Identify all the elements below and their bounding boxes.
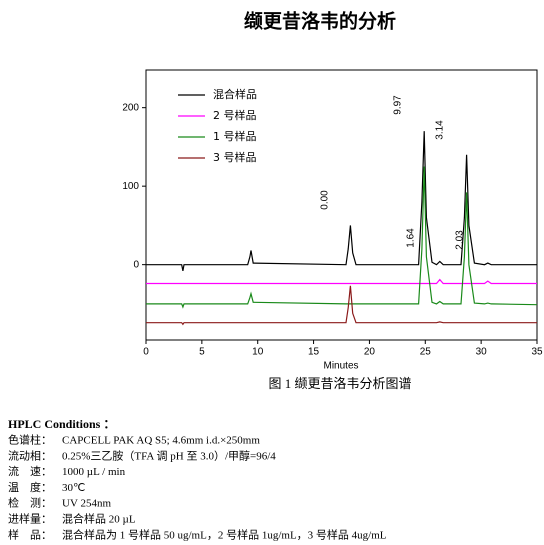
conditions-title: HPLC Conditions ：: [8, 417, 115, 431]
x-tick-label: 25: [420, 347, 432, 358]
peak-annotation: 3.14: [435, 120, 446, 140]
trace: [146, 166, 538, 309]
condition-value: 30℃: [62, 482, 85, 494]
peak-annotation: 1.64: [406, 228, 417, 248]
legend-label: 1 号样品: [213, 129, 257, 143]
legend-label: 2 号样品: [213, 108, 257, 122]
x-tick-label: 35: [531, 347, 543, 358]
peak-annotation: 0.00: [320, 190, 331, 210]
legend-label: 混合样品: [213, 87, 257, 101]
condition-value: UV 254nm: [62, 498, 111, 510]
x-tick-label: 20: [364, 347, 376, 358]
y-tick-label: 0: [133, 259, 139, 270]
condition-value: 0.25%三乙胺（TFA 调 pH 至 3.0）/甲醇=96/4: [62, 448, 276, 462]
x-tick-label: 5: [199, 347, 205, 358]
condition-value: CAPCELL PAK AQ S5; 4.6mm i.d.×250mm: [62, 435, 260, 447]
condition-label: 流 速：: [8, 464, 52, 478]
trace: [146, 278, 537, 285]
x-tick-label: 10: [252, 347, 264, 358]
legend-label: 3 号样品: [213, 150, 257, 164]
condition-value: 混合样品 20 µL: [62, 512, 136, 526]
x-axis-label: Minutes: [323, 361, 358, 372]
trace: [146, 131, 537, 272]
condition-value: 1000 µL / min: [62, 466, 126, 478]
x-tick-label: 15: [308, 347, 320, 358]
trace: [146, 285, 537, 326]
condition-label: 样 品：: [8, 527, 52, 541]
condition-label: 进样量：: [8, 512, 52, 526]
plot-frame: [145, 69, 538, 341]
caption: 图 1 缬更昔洛韦分析图谱: [268, 376, 411, 391]
condition-label: 色谱柱：: [8, 433, 52, 447]
y-tick-label: 200: [122, 102, 139, 113]
condition-label: 温 度：: [8, 480, 52, 494]
condition-value: 混合样品为 1 号样品 50 ug/mL，2 号样品 1ug/mL，3 号样品 …: [62, 527, 387, 541]
y-tick-label: 100: [122, 181, 139, 192]
condition-label: 检 测：: [8, 496, 52, 510]
condition-label: 流动相：: [8, 448, 52, 462]
chart-title: 缬更昔洛韦的分析: [244, 10, 396, 33]
x-tick-label: 30: [476, 347, 488, 358]
peak-annotation: 2.03: [455, 230, 466, 250]
peak-annotation: 9.97: [393, 95, 404, 115]
x-tick-label: 0: [143, 347, 149, 358]
